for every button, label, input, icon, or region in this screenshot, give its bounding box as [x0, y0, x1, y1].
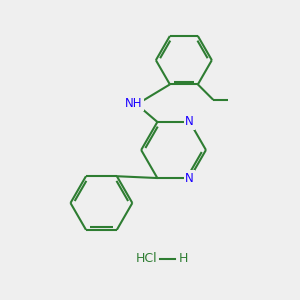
Text: HCl: HCl: [136, 252, 158, 266]
Text: NH: NH: [125, 97, 142, 110]
Text: N: N: [185, 172, 194, 184]
Text: N: N: [185, 116, 194, 128]
Text: H: H: [179, 252, 188, 266]
